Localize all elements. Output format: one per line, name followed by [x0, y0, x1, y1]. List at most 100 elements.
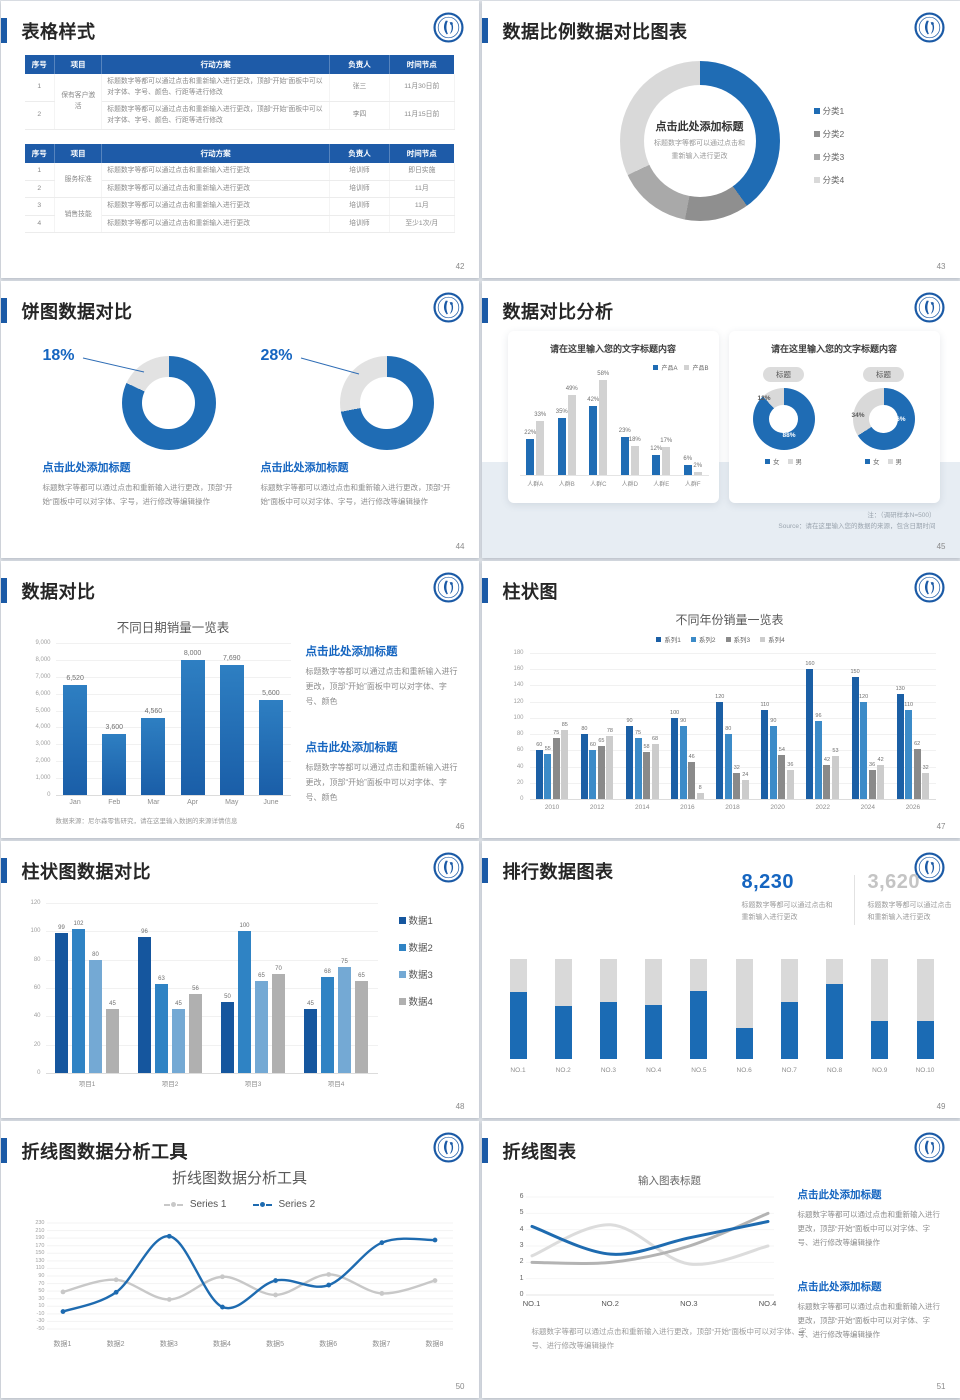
bar — [814, 721, 822, 799]
gridline — [529, 701, 936, 703]
y-axis-label: 4,000 — [35, 724, 51, 731]
bar — [851, 677, 859, 799]
slide-46[interactable]: 数据对比 不同日期销量一览表 9,000 8,000 7,000 6,000 5,000… — [0, 561, 479, 838]
x-axis-label: 数据5 — [266, 1341, 285, 1348]
slide-47[interactable]: 柱状图 不同年份销量一览表 系列1 系列2 系列3 系列4 0 20 40 60 80 100 1… — [481, 561, 960, 838]
title-accent-bar — [0, 858, 7, 883]
bar — [589, 406, 598, 475]
legend-label: Series 1 — [189, 1199, 227, 1210]
chart-legend: 分类1 分类2 分类3 分类4 — [813, 105, 845, 186]
slide-44[interactable]: 饼图数据对比 18% 点击此处添加标题 标题数字等都可以通过点击和重新输入进行更… — [0, 281, 479, 558]
bar-value-label: 24 — [742, 771, 749, 778]
x-axis-label: NO.2 — [555, 1067, 571, 1074]
x-axis-label: 数据8 — [425, 1341, 444, 1348]
bar-value-label: 58 — [643, 743, 650, 750]
page-number: 46 — [455, 822, 465, 831]
column-header: 项目 — [54, 55, 103, 74]
school-logo-icon — [913, 1132, 945, 1163]
y-axis-label: 2 — [519, 1258, 524, 1266]
bar-segment-blue — [599, 1002, 617, 1059]
slide-header: 数据对比 — [0, 572, 479, 607]
y-axis-label: 110 — [35, 1265, 45, 1272]
bar — [733, 773, 741, 799]
y-axis-label: 120 — [30, 900, 41, 906]
bar-value-label: 35% — [555, 408, 568, 415]
school-logo-svg — [913, 12, 945, 43]
x-axis-label: 数据4 — [212, 1341, 231, 1348]
x-axis-label: 2022 — [815, 804, 830, 811]
stacked-bar — [780, 959, 798, 1059]
title-accent-bar — [0, 298, 7, 323]
slice-label-gray: 34% — [851, 412, 865, 419]
y-axis-label: 5,000 — [35, 707, 51, 714]
bar — [72, 928, 85, 1073]
cell-plan: 标题数字等都可以通过点击和重新输入进行更改 — [101, 215, 330, 234]
slide-43[interactable]: 数据比例数据对比图表 点击此处添加标题 标题数字等都可以通过点击和重新输入进行更… — [481, 1, 960, 278]
bar-value-label: 6% — [683, 456, 693, 463]
x-axis-label: 数据7 — [372, 1341, 391, 1348]
x-axis-label: 人群E — [653, 482, 670, 488]
legend-item: 男 — [887, 456, 902, 466]
slide-48[interactable]: 柱状图数据对比 0 20 40 60 80 100 120 99 102 80 45 96 63 45 5… — [0, 841, 479, 1118]
bar-value-label: 60 — [536, 742, 543, 749]
x-axis-label: 2010 — [544, 804, 560, 811]
y-axis-label: 130 — [35, 1257, 45, 1264]
slide-51[interactable]: 折线图表 输入图表标题 0 1 2 3 4 5 6 NO.1 NO.2 NO.3 NO.4 标题数… — [481, 1121, 960, 1398]
bar-value-label: 80 — [581, 726, 588, 733]
legend-label: 分类2 — [822, 129, 845, 139]
legend-swatch — [398, 916, 406, 924]
table-row: 4 标题数字等都可以通过点击和重新输入进行更改 培训师 至少1次/月 — [24, 215, 455, 234]
x-axis-label: 数据2 — [106, 1341, 125, 1348]
bar-segment-blue — [509, 992, 527, 1059]
title-accent-bar — [0, 578, 7, 603]
bar-value-label: 90 — [680, 718, 687, 724]
table-row: 2 标题数字等都可以通过点击和重新输入进行更改 培训师 11月 — [24, 180, 455, 199]
bar — [567, 394, 576, 475]
gridline — [55, 795, 291, 796]
x-axis-label: NO.2 — [601, 1299, 619, 1308]
y-axis-label: 0 — [47, 792, 51, 798]
donut-card: 请在这里输入您的文字标题内容 标题 12% 88% 女男 标题 — [728, 331, 940, 503]
bar — [272, 973, 285, 1073]
cell-plan: 标题数字等都可以通过点击和重新输入进行更改，顶部“开始”面板中可以对字体、字号、… — [101, 74, 330, 103]
column-header: 行动方案 — [101, 144, 330, 164]
y-axis-label: 3,000 — [35, 741, 51, 748]
bar-value-label: 2% — [693, 462, 703, 469]
y-axis-label: -50 — [36, 1326, 45, 1332]
data-point — [432, 1278, 437, 1283]
y-axis-label: 8,000 — [35, 656, 51, 663]
donut-center: 点击此处添加标题 标题数字等都可以通过点击和重新输入进行更改 — [643, 85, 756, 197]
school-logo-icon — [913, 292, 945, 323]
table-header-row: 序号 项目 行动方案 负责人 时间节点 — [24, 55, 455, 74]
column-header: 行动方案 — [101, 55, 330, 74]
bar — [321, 976, 334, 1073]
bar-value-label: 120 — [715, 693, 725, 700]
bar — [630, 445, 639, 475]
y-axis-label: 190 — [35, 1235, 45, 1242]
title-accent-bar — [481, 298, 488, 323]
bar-value-label: 33% — [534, 412, 547, 419]
bar — [526, 439, 535, 475]
cell-plan: 标题数字等都可以通过点击和重新输入进行更改 — [101, 197, 330, 216]
slide-45[interactable]: 数据对比分析 请在这里输入您的文字标题内容 产品A 产品B 22% 33% 35% 49… — [481, 281, 960, 558]
y-axis-label: 80 — [516, 731, 524, 738]
bar-value-label: 53 — [832, 748, 839, 754]
donut-center — [769, 404, 798, 434]
gridline — [45, 1073, 378, 1074]
block-body: 标题数字等都可以通过点击和重新输入进行更改，顶部“开始”面板中可以对字体、字号、… — [305, 763, 458, 802]
legend-swatch — [653, 365, 659, 370]
slide-42[interactable]: 表格样式 序号 项目 行动方案 负责人 时间节点 1 保有客户激活 标题数字等都可以通过点击和… — [0, 1, 479, 278]
x-axis-label: 项目2 — [161, 1081, 179, 1088]
stacked-bar — [871, 959, 889, 1059]
slide-50[interactable]: 折线图数据分析工具 折线图数据分析工具 Series 1 Series 2 -50… — [0, 1121, 479, 1398]
donut-chart — [852, 388, 915, 450]
y-axis-label: 3 — [519, 1242, 524, 1249]
slide-49[interactable]: 排行数据图表 8,230 标题数字等都可以通过点击和重新输入进行更改 3,620… — [481, 841, 960, 1118]
bar — [258, 700, 283, 795]
cell-owner: 培训师 — [329, 163, 391, 181]
bar-value-label: 65 — [258, 972, 265, 979]
bar — [671, 717, 679, 799]
bar-segment-gray — [735, 959, 753, 1028]
bar-value-label: 68 — [324, 968, 331, 975]
